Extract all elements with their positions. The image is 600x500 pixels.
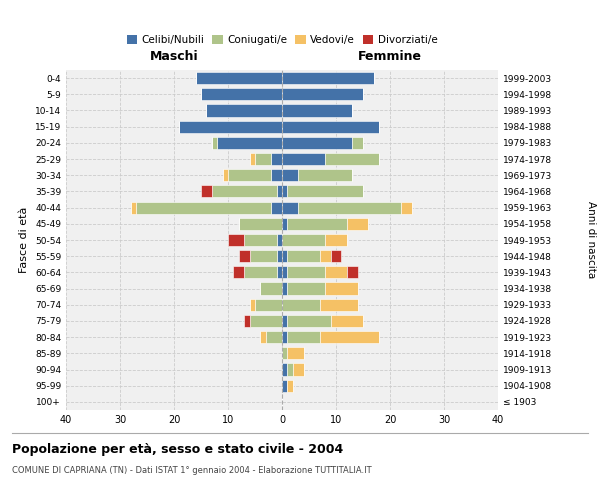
Bar: [212, 137, 217, 149]
Bar: [282, 218, 287, 230]
Bar: [244, 234, 277, 246]
Bar: [239, 218, 282, 230]
Bar: [287, 380, 293, 392]
Bar: [282, 380, 287, 392]
Bar: [282, 266, 287, 278]
Bar: [201, 88, 282, 101]
Bar: [223, 169, 228, 181]
Bar: [255, 153, 271, 165]
Bar: [325, 266, 347, 278]
Bar: [287, 348, 304, 360]
Text: COMUNE DI CAPRIANA (TN) - Dati ISTAT 1° gennaio 2004 - Elaborazione TUTTITALIA.I: COMUNE DI CAPRIANA (TN) - Dati ISTAT 1° …: [12, 466, 371, 475]
Bar: [250, 153, 255, 165]
Bar: [260, 331, 266, 343]
Bar: [331, 315, 363, 327]
Bar: [250, 315, 282, 327]
Bar: [331, 250, 341, 262]
Bar: [282, 88, 363, 101]
Bar: [287, 364, 293, 376]
Bar: [250, 298, 255, 311]
Bar: [298, 202, 401, 213]
Bar: [287, 315, 331, 327]
Bar: [277, 250, 282, 262]
Bar: [282, 331, 287, 343]
Text: Maschi: Maschi: [149, 50, 199, 63]
Bar: [347, 266, 358, 278]
Bar: [244, 315, 250, 327]
Bar: [282, 234, 325, 246]
Bar: [287, 331, 320, 343]
Bar: [217, 137, 282, 149]
Bar: [282, 104, 352, 117]
Bar: [228, 234, 244, 246]
Bar: [401, 202, 412, 213]
Bar: [282, 137, 352, 149]
Bar: [282, 298, 320, 311]
Bar: [228, 169, 271, 181]
Text: Popolazione per età, sesso e stato civile - 2004: Popolazione per età, sesso e stato civil…: [12, 442, 343, 456]
Bar: [287, 218, 347, 230]
Bar: [282, 364, 287, 376]
Bar: [266, 331, 282, 343]
Bar: [282, 202, 298, 213]
Bar: [136, 202, 271, 213]
Bar: [271, 153, 282, 165]
Bar: [212, 186, 277, 198]
Y-axis label: Fasce di età: Fasce di età: [19, 207, 29, 273]
Bar: [287, 186, 363, 198]
Bar: [282, 72, 374, 84]
Bar: [325, 234, 347, 246]
Bar: [260, 282, 282, 294]
Bar: [325, 282, 358, 294]
Bar: [347, 218, 368, 230]
Bar: [196, 72, 282, 84]
Bar: [282, 153, 325, 165]
Bar: [287, 282, 325, 294]
Bar: [287, 266, 325, 278]
Bar: [250, 250, 277, 262]
Bar: [271, 202, 282, 213]
Bar: [320, 250, 331, 262]
Bar: [206, 104, 282, 117]
Bar: [320, 298, 358, 311]
Bar: [287, 250, 320, 262]
Bar: [282, 186, 287, 198]
Bar: [277, 266, 282, 278]
Bar: [131, 202, 136, 213]
Legend: Celibi/Nubili, Coniugati/e, Vedovi/e, Divorziati/e: Celibi/Nubili, Coniugati/e, Vedovi/e, Di…: [122, 31, 442, 50]
Bar: [277, 186, 282, 198]
Bar: [271, 169, 282, 181]
Bar: [201, 186, 212, 198]
Bar: [244, 266, 277, 278]
Bar: [179, 120, 282, 132]
Bar: [320, 331, 379, 343]
Bar: [277, 234, 282, 246]
Bar: [293, 364, 304, 376]
Bar: [282, 169, 298, 181]
Bar: [352, 137, 363, 149]
Bar: [239, 250, 250, 262]
Text: Femmine: Femmine: [358, 50, 422, 63]
Bar: [282, 120, 379, 132]
Bar: [325, 153, 379, 165]
Bar: [282, 250, 287, 262]
Bar: [298, 169, 352, 181]
Bar: [282, 348, 287, 360]
Text: Anni di nascita: Anni di nascita: [586, 202, 596, 278]
Bar: [282, 282, 287, 294]
Bar: [282, 315, 287, 327]
Bar: [233, 266, 244, 278]
Bar: [255, 298, 282, 311]
